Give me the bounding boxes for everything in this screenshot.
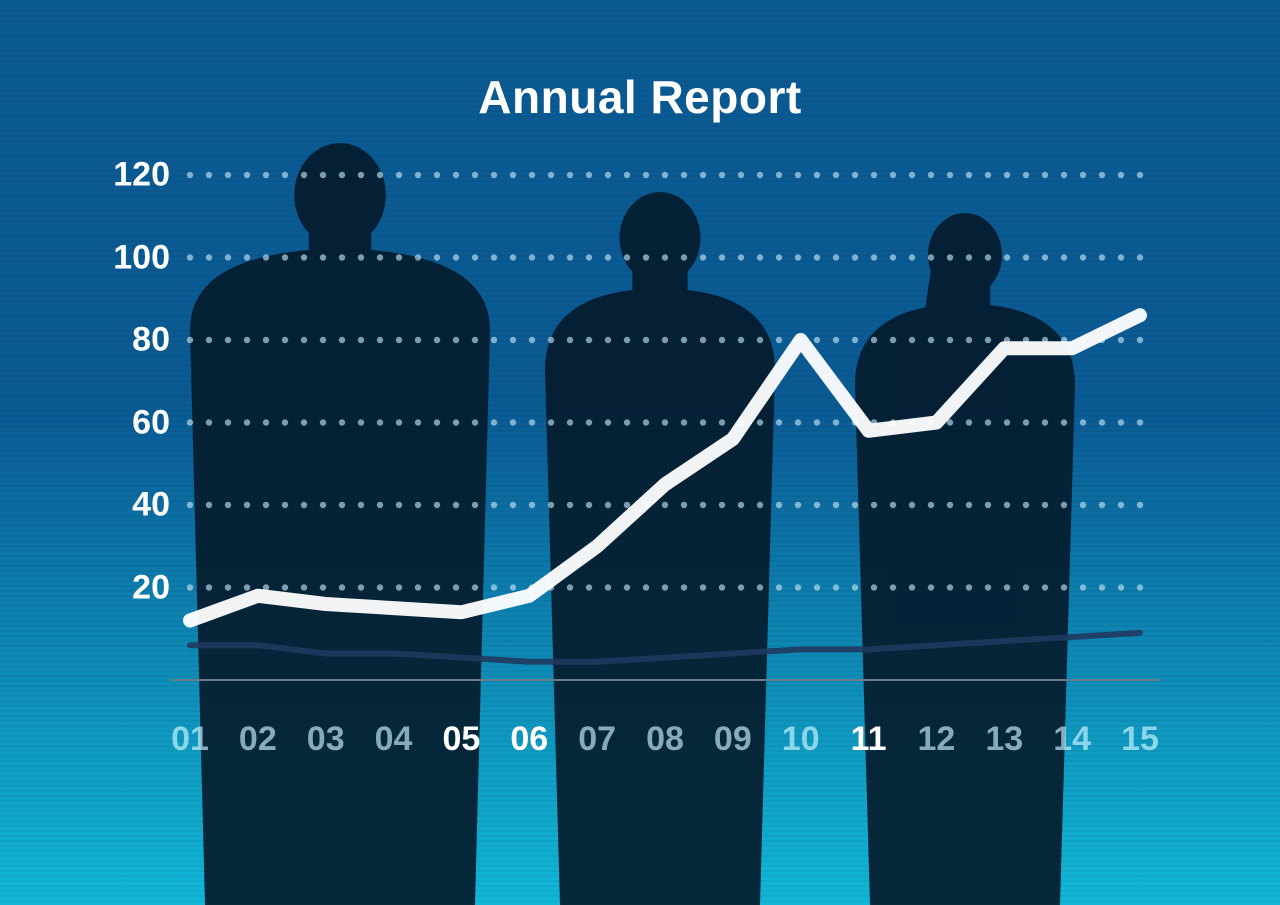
x-tick-label: 08 <box>646 720 684 759</box>
x-tick-label: 11 <box>851 720 887 759</box>
x-tick-label: 07 <box>578 720 616 759</box>
x-tick-label: 02 <box>239 720 277 759</box>
y-tick-label: 120 <box>90 156 170 195</box>
gridlines <box>187 172 1143 591</box>
series-primary <box>190 315 1140 620</box>
x-tick-label: 15 <box>1121 720 1159 759</box>
series-secondary <box>190 633 1140 662</box>
x-tick-label: 03 <box>307 720 345 759</box>
chart-svg <box>0 0 1280 905</box>
x-tick-label: 13 <box>985 720 1023 759</box>
x-tick-label: 04 <box>375 720 413 759</box>
y-tick-label: 60 <box>90 403 170 442</box>
x-tick-label: 06 <box>510 720 548 759</box>
x-tick-label: 01 <box>171 720 209 759</box>
y-tick-label: 20 <box>90 568 170 607</box>
chart-stage: Annual Report 12010080604020 01020304050… <box>0 0 1280 905</box>
y-tick-label: 100 <box>90 238 170 277</box>
x-tick-label: 09 <box>714 720 752 759</box>
y-tick-label: 40 <box>90 486 170 525</box>
x-tick-label: 10 <box>782 720 820 759</box>
x-tick-label: 05 <box>443 720 481 759</box>
y-tick-label: 80 <box>90 321 170 360</box>
x-tick-label: 12 <box>918 720 956 759</box>
x-tick-label: 14 <box>1053 720 1091 759</box>
